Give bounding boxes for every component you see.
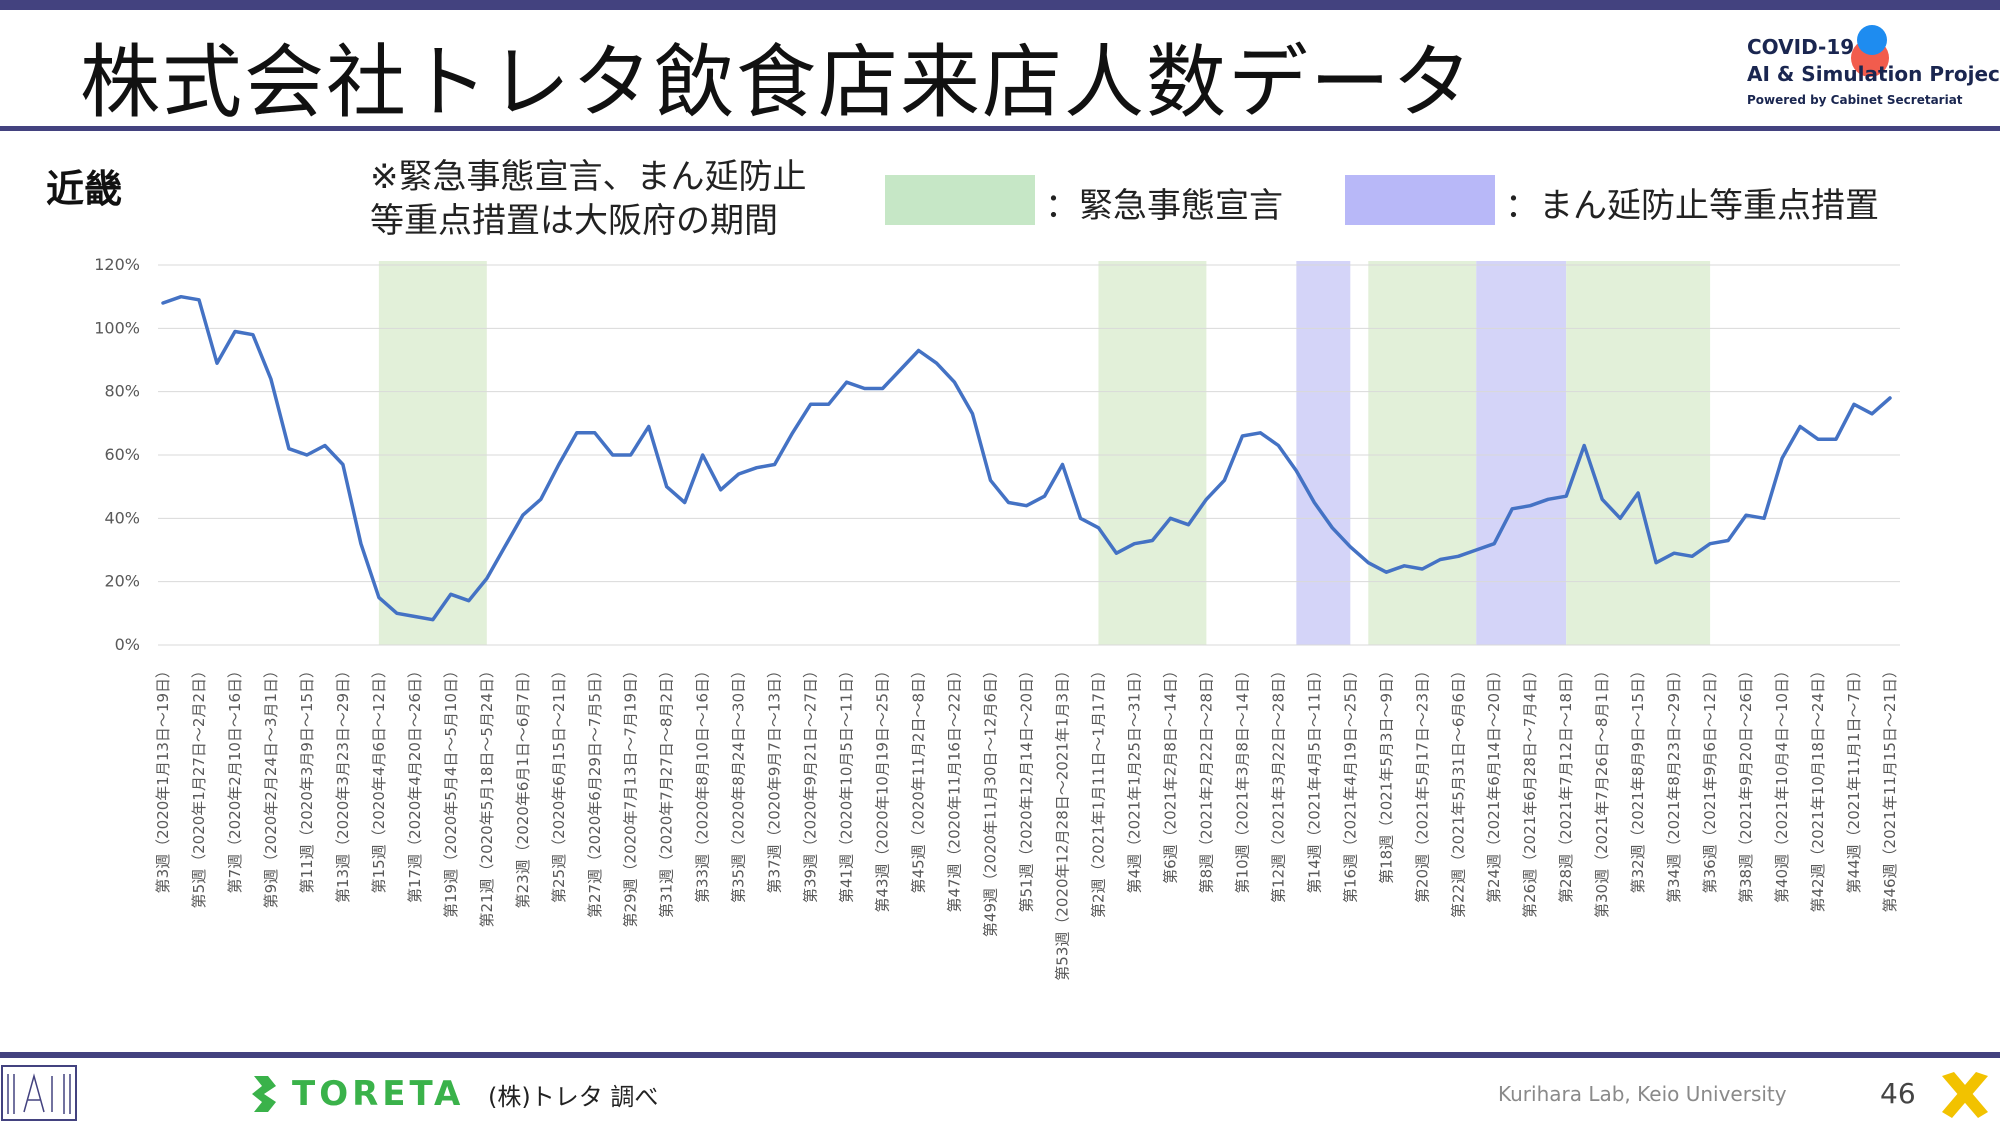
x-brand-icon bbox=[1942, 1072, 1988, 1118]
x-tick-label-40: 第30週（2021年7月26日～8月1日） bbox=[1593, 663, 1611, 918]
x-tick-label-45: 第40週（2021年10月4日～10日） bbox=[1773, 663, 1791, 903]
x-tick-label-0: 第3週（2020年1月13日～19日） bbox=[154, 663, 172, 893]
x-tick-label-35: 第20週（2021年5月17日～23日） bbox=[1413, 663, 1431, 903]
logo-line-1: COVID-19 bbox=[1747, 35, 1855, 59]
x-tick-label-9: 第21週（2020年5月18日～5月24日） bbox=[478, 663, 496, 928]
x-tick-label-29: 第8週（2021年2月22日～28日） bbox=[1197, 663, 1215, 893]
x-tick-label-32: 第14週（2021年4月5日～11日） bbox=[1305, 663, 1323, 893]
x-tick-label-39: 第28週（2021年7月12日～18日） bbox=[1557, 663, 1575, 903]
x-tick-label-21: 第45週（2020年11月2日～8日） bbox=[910, 663, 928, 893]
x-tick-label-41: 第32週（2021年8月9日～15日） bbox=[1629, 663, 1647, 893]
covid19-ai-project-logo: COVID-19 AI & Simulation Project Powered… bbox=[1745, 25, 2000, 115]
x-tick-label-11: 第25週（2020年6月15日～21日） bbox=[550, 663, 568, 903]
x-tick-label-25: 第53週（2020年12月28日～2021年1月3日） bbox=[1053, 663, 1071, 981]
shaded-period-emergency-1 bbox=[1098, 261, 1207, 645]
y-tick-label-2: 40% bbox=[104, 508, 140, 527]
x-tick-label-8: 第19週（2020年5月4日～5月10日） bbox=[442, 663, 460, 918]
x-tick-label-38: 第26週（2021年6月28日～7月4日） bbox=[1521, 663, 1539, 918]
x-tick-label-6: 第15週（2020年4月6日～12日） bbox=[370, 663, 388, 893]
x-tick-label-7: 第17週（2020年4月20日～26日） bbox=[406, 663, 424, 903]
x-tick-label-17: 第37週（2020年9月7日～13日） bbox=[766, 663, 784, 893]
data-source: (株)トレタ 調べ bbox=[488, 1083, 659, 1111]
x-tick-label-13: 第29週（2020年7月13日～7月19日） bbox=[622, 663, 640, 928]
y-tick-label-5: 100% bbox=[94, 318, 140, 337]
toreta-wordmark: TORETA bbox=[292, 1074, 465, 1114]
legend-label-emergency: ：緊急事態宣言 bbox=[1045, 186, 1283, 226]
x-tick-label-15: 第33週（2020年8月10日～16日） bbox=[694, 663, 712, 903]
ai-lab-logo-icon bbox=[1, 1065, 77, 1121]
x-tick-label-27: 第4週（2021年1月25日～31日） bbox=[1125, 663, 1143, 893]
shaded-period-emergency-3 bbox=[1368, 261, 1477, 645]
x-tick-label-22: 第47週（2020年11月16日～22日） bbox=[946, 663, 964, 913]
x-tick-label-23: 第49週（2020年11月30日～12月6日） bbox=[982, 663, 1000, 937]
x-tick-label-10: 第23週（2020年6月1日～6月7日） bbox=[514, 663, 532, 908]
y-tick-label-6: 120% bbox=[94, 255, 140, 274]
visitor-line-chart: 0% 20% 40% 60% 80% 100% 120% 第3週（2020年1月13日～19日… bbox=[94, 255, 1900, 981]
series-line-visitors bbox=[161, 294, 1892, 622]
period-note-line-1: ※緊急事態宣言、まん延防止 bbox=[370, 157, 807, 197]
legend-label-priority: ：まん延防止等重点措置 bbox=[1505, 186, 1879, 226]
x-tick-label-14: 第31週（2020年7月27日～8月2日） bbox=[658, 663, 676, 918]
shaded-period-priority-2 bbox=[1296, 261, 1351, 645]
x-tick-label-34: 第18週（2021年5月3日～9日） bbox=[1377, 663, 1395, 884]
y-tick-label-1: 20% bbox=[104, 572, 140, 591]
x-tick-label-47: 第44週（2021年11月1日～7日） bbox=[1845, 663, 1863, 893]
logo-blue-dot bbox=[1857, 25, 1887, 55]
toreta-leaf-icon bbox=[252, 1076, 276, 1112]
logo-line-3: Powered by Cabinet Secretariat bbox=[1747, 93, 1963, 107]
shaded-period-emergency-5 bbox=[1566, 261, 1711, 645]
header-divider bbox=[0, 126, 2000, 131]
x-tick-label-20: 第43週（2020年10月19日～25日） bbox=[874, 663, 892, 913]
x-tick-label-43: 第36週（2021年9月6日～12日） bbox=[1701, 663, 1719, 893]
x-tick-label-4: 第11週（2020年3月9日～15日） bbox=[298, 663, 316, 893]
x-tick-label-3: 第9週（2020年2月24日～3月1日） bbox=[262, 663, 280, 908]
x-tick-label-31: 第12週（2021年3月22日～28日） bbox=[1269, 663, 1287, 903]
region-label: 近畿 bbox=[46, 167, 123, 211]
legend-swatch-emergency bbox=[885, 175, 1035, 225]
x-tick-label-42: 第34週（2021年8月23日～29日） bbox=[1665, 663, 1683, 903]
x-tick-label-48: 第46週（2021年11月15日～21日） bbox=[1881, 663, 1899, 913]
x-tick-label-16: 第35週（2020年8月24日～30日） bbox=[730, 663, 748, 903]
top-accent-bar bbox=[0, 0, 2000, 10]
x-tick-label-5: 第13週（2020年3月23日～29日） bbox=[334, 663, 352, 903]
x-tick-label-18: 第39週（2020年9月21日～27日） bbox=[802, 663, 820, 903]
shaded-period-priority-4 bbox=[1476, 261, 1567, 645]
lab-credit: Kurihara Lab, Keio University bbox=[1498, 1082, 1787, 1106]
x-tick-label-2: 第7週（2020年2月10日～16日） bbox=[226, 663, 244, 893]
x-tick-label-26: 第2週（2021年1月11日～1月17日） bbox=[1089, 663, 1107, 918]
y-tick-label-0: 0% bbox=[115, 635, 140, 654]
x-tick-label-44: 第38週（2021年9月20日～26日） bbox=[1737, 663, 1755, 903]
period-note: ※緊急事態宣言、まん延防止 等重点措置は大阪府の期間 bbox=[370, 155, 807, 243]
shaded-period-emergency-0 bbox=[378, 261, 487, 645]
page-number: 46 bbox=[1880, 1077, 1916, 1110]
y-tick-label-3: 60% bbox=[104, 445, 140, 464]
x-tick-label-36: 第22週（2021年5月31日～6月6日） bbox=[1449, 663, 1467, 918]
x-tick-label-37: 第24週（2021年6月14日～20日） bbox=[1485, 663, 1503, 903]
logo-line-2: AI & Simulation Project bbox=[1747, 62, 2000, 86]
footer-divider bbox=[0, 1052, 2000, 1058]
x-tick-label-24: 第51週（2020年12月14日～20日） bbox=[1018, 663, 1036, 913]
x-tick-label-12: 第27週（2020年6月29日～7月5日） bbox=[586, 663, 604, 918]
x-tick-label-28: 第6週（2021年2月8日～14日） bbox=[1161, 663, 1179, 884]
toreta-logo: TORETA bbox=[248, 1070, 464, 1118]
x-tick-label-1: 第5週（2020年1月27日～2月2日） bbox=[190, 663, 208, 908]
x-tick-label-30: 第10週（2021年3月8日～14日） bbox=[1233, 663, 1251, 893]
x-tick-label-46: 第42週（2021年10月18日～24日） bbox=[1809, 663, 1827, 913]
period-note-line-2: 等重点措置は大阪府の期間 bbox=[370, 201, 778, 241]
x-tick-label-33: 第16週（2021年4月19日～25日） bbox=[1341, 663, 1359, 903]
y-tick-label-4: 80% bbox=[104, 382, 140, 401]
page-title: 株式会社トレタ飲食店来店人数データ bbox=[80, 36, 1474, 129]
legend-swatch-priority bbox=[1345, 175, 1495, 225]
x-tick-label-19: 第41週（2020年10月5日～11日） bbox=[838, 663, 856, 903]
